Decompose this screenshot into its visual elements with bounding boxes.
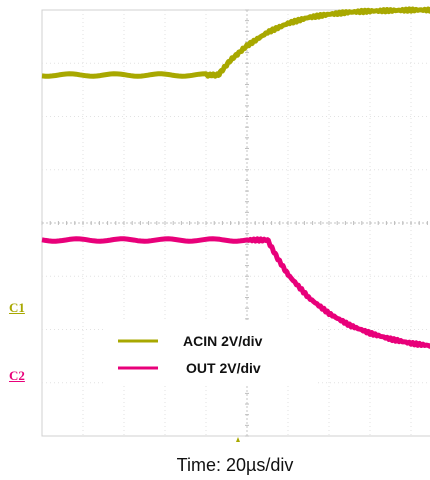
legend-box <box>106 322 316 384</box>
series-line-c1 <box>41 6 430 79</box>
channel-label-c1: C1 <box>9 300 25 315</box>
legend-label-out: OUT 2V/div <box>186 360 261 376</box>
series-line-c2 <box>41 236 430 349</box>
trigger-marker <box>236 437 240 442</box>
traces <box>41 6 430 349</box>
legend: ACIN 2V/div OUT 2V/div <box>106 322 316 384</box>
channel-label-c2: C2 <box>9 368 25 383</box>
time-scale-caption: Time: 20µs/div <box>176 455 294 475</box>
legend-label-acin: ACIN 2V/div <box>183 333 263 349</box>
